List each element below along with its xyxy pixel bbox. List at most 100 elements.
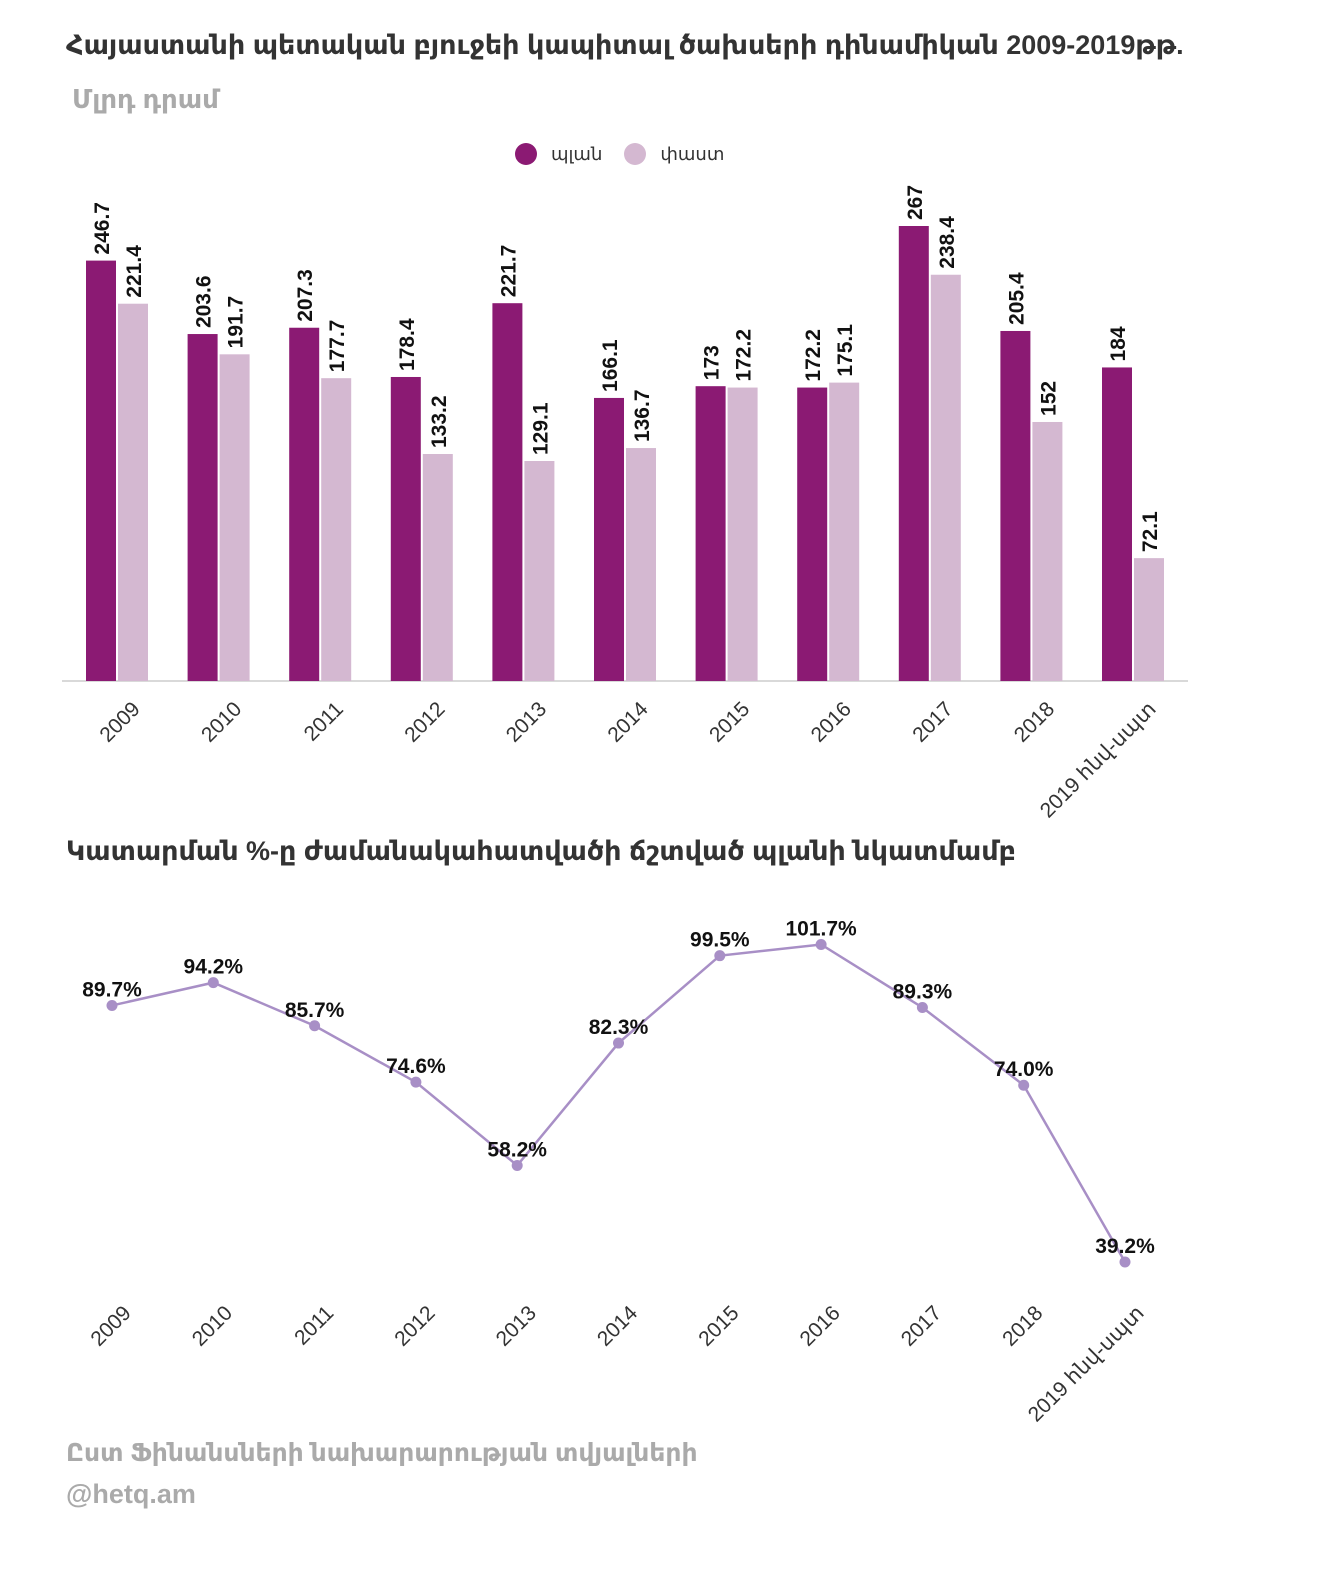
x-tick-label: 2010 (188, 1301, 237, 1350)
data-label-actual: 129.1 (529, 402, 552, 455)
data-label-actual: 177.7 (326, 320, 349, 373)
bar-chart: 246.7 221.4 2009 203.6 191.7 2010 207.3 177.7 20… (62, 185, 1188, 822)
legend: պլան փաստ (515, 143, 746, 165)
bar-actual (626, 448, 656, 681)
data-label: 82.3% (589, 1016, 649, 1039)
source-note: Ըստ Ֆինանսների նախարարության տվյալների (66, 1439, 698, 1467)
data-label: 39.2% (1095, 1235, 1155, 1258)
data-label-plan: 166.1 (599, 339, 622, 392)
data-label: 89.3% (893, 980, 953, 1003)
data-label-plan: 203.6 (193, 275, 216, 328)
chart-subtitle: Մլրդ դրամ (72, 84, 219, 114)
bar-plan (695, 386, 726, 681)
x-tick-label: 2012 (390, 1301, 439, 1350)
data-label: 89.7% (82, 978, 142, 1001)
x-tick-label: 2010 (197, 697, 246, 746)
bar-plan (390, 376, 421, 681)
legend-item-plan: պլան (515, 143, 602, 165)
data-label-actual: 133.2 (428, 395, 451, 448)
data-label-plan: 172.2 (802, 329, 825, 382)
line-chart: 89.7% 2009 94.2% 2010 85.7% 2011 74.6% 2012 58.2… (82, 918, 1155, 1427)
data-point (1119, 1256, 1131, 1268)
data-label-plan: 178.4 (396, 318, 419, 371)
data-point (613, 1037, 624, 1049)
x-tick-label: 2016 (796, 1301, 845, 1350)
bar-actual (219, 354, 250, 681)
x-tick-label: 2011 (300, 697, 348, 745)
data-label-actual: 175.1 (834, 324, 857, 377)
data-point (714, 950, 726, 962)
data-label: 74.0% (994, 1058, 1054, 1081)
bar-actual (1134, 558, 1164, 681)
data-label-plan: 207.3 (294, 269, 317, 322)
x-tick-label: 2013 (492, 1301, 541, 1350)
data-point (106, 999, 118, 1011)
data-label-plan: 205.4 (1005, 272, 1028, 325)
x-tick-label: 2009 (95, 697, 144, 746)
x-tick-label: 2013 (502, 697, 551, 746)
data-label-actual: 72.1 (1139, 511, 1162, 552)
x-tick-label: 2012 (400, 697, 449, 746)
bar-plan (289, 327, 320, 681)
legend-label-actual: փաստ (660, 143, 725, 164)
x-tick-label: 2015 (694, 1301, 743, 1350)
x-tick-label: 2018 (1010, 697, 1059, 746)
data-label-plan: 267 (904, 185, 927, 220)
bar-plan (187, 334, 218, 681)
bar-actual (930, 274, 961, 681)
data-point (309, 1020, 321, 1032)
data-label-actual: 221.4 (123, 245, 146, 298)
data-label-actual: 172.2 (733, 329, 756, 382)
data-label-plan: 246.7 (91, 202, 114, 255)
data-point (815, 939, 827, 950)
bar-actual (321, 378, 352, 681)
data-label-actual: 191.7 (225, 296, 248, 349)
series-line (111, 943, 1127, 1263)
data-label: 101.7% (785, 918, 857, 941)
x-tick-label: 2015 (705, 697, 754, 746)
legend-swatch-actual (624, 143, 647, 165)
bar-plan (86, 260, 116, 681)
data-label: 85.7% (285, 999, 345, 1022)
bar-plan (492, 303, 523, 681)
x-tick-label: 2017 (908, 697, 957, 746)
bar-actual (727, 387, 758, 681)
x-tick-label: 2017 (897, 1301, 946, 1350)
data-label-actual: 136.7 (631, 389, 654, 442)
data-label: 58.2% (487, 1138, 547, 1161)
bar-plan (1000, 330, 1031, 681)
bar-actual (524, 460, 555, 681)
line-chart-title: Կատարման %-ը ժամանակահատվածի ճշտված պլան… (66, 836, 1016, 866)
data-label: 94.2% (184, 956, 244, 979)
bar-actual (118, 303, 148, 681)
x-tick-label: 2014 (593, 1301, 643, 1351)
data-point (1018, 1079, 1030, 1091)
bar-plan (1102, 367, 1132, 681)
data-label-actual: 152 (1037, 381, 1060, 416)
data-label-plan: 173 (701, 345, 724, 380)
bar-actual (829, 382, 860, 681)
x-tick-label: 2018 (998, 1301, 1047, 1350)
chart-title: Հայաստանի պետական բյուջեի կապիտալ ծախսեր… (66, 30, 1184, 60)
data-label: 99.5% (690, 929, 750, 952)
bar-plan (797, 387, 828, 681)
data-point (511, 1159, 523, 1171)
bar-plan (594, 397, 624, 681)
x-tick-label: 2014 (603, 697, 653, 747)
data-point (207, 977, 219, 989)
x-tick-label: 2009 (86, 1301, 135, 1350)
bar-actual (422, 454, 453, 681)
legend-swatch-plan (515, 143, 537, 165)
credit: @hetq.am (66, 1479, 196, 1509)
data-label-plan: 184 (1107, 326, 1130, 361)
bar-actual (1032, 421, 1063, 681)
legend-label-plan: պլան (551, 143, 603, 164)
data-label-plan: 221.7 (497, 245, 520, 298)
legend-item-actual: փաստ (624, 143, 724, 165)
data-point (916, 1001, 928, 1013)
data-label-actual: 238.4 (936, 216, 959, 269)
bar-plan (898, 226, 929, 681)
data-point (410, 1076, 422, 1088)
x-tick-label: 2011 (290, 1301, 338, 1349)
